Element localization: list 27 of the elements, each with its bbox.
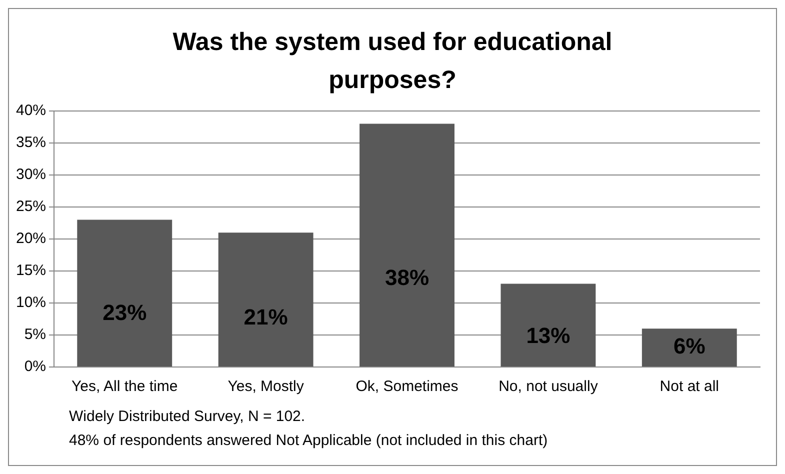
- data-label: 23%: [102, 300, 147, 325]
- y-tick-label: 30%: [16, 166, 46, 184]
- data-label: 13%: [526, 322, 570, 348]
- y-tick-label: 20%: [16, 230, 46, 248]
- y-tick-label: 35%: [16, 134, 46, 152]
- y-tick-label: 25%: [16, 198, 46, 216]
- data-label: 21%: [244, 304, 288, 330]
- text: Widely Distributed Survey, N = 102.: [69, 407, 306, 427]
- y-tick-label: 40%: [16, 102, 46, 120]
- y-tick-label: 15%: [16, 262, 46, 280]
- text: 48% of respondents answered Not Applicable (not included in this chart): [69, 431, 549, 451]
- data-label: 6%: [674, 334, 706, 359]
- x-tick-label: Not at all: [660, 378, 720, 396]
- x-tick-label: Yes, All the time: [72, 378, 178, 396]
- x-tick-label: No, not usually: [498, 378, 598, 396]
- y-tick-label: 10%: [16, 294, 46, 312]
- data-label: 38%: [384, 265, 430, 290]
- bar: [642, 328, 737, 366]
- x-tick-label: Yes, Mostly: [228, 378, 304, 396]
- x-tick-label: Ok, Sometimes: [356, 378, 458, 396]
- bar: [360, 124, 454, 366]
- bar: [218, 232, 314, 366]
- bar: [77, 220, 172, 366]
- chart-title: Was the system used for educational purposes?: [172, 27, 614, 96]
- y-tick-label: 5%: [24, 326, 46, 344]
- y-tick-label: 0%: [24, 358, 46, 376]
- bar: [500, 284, 596, 366]
